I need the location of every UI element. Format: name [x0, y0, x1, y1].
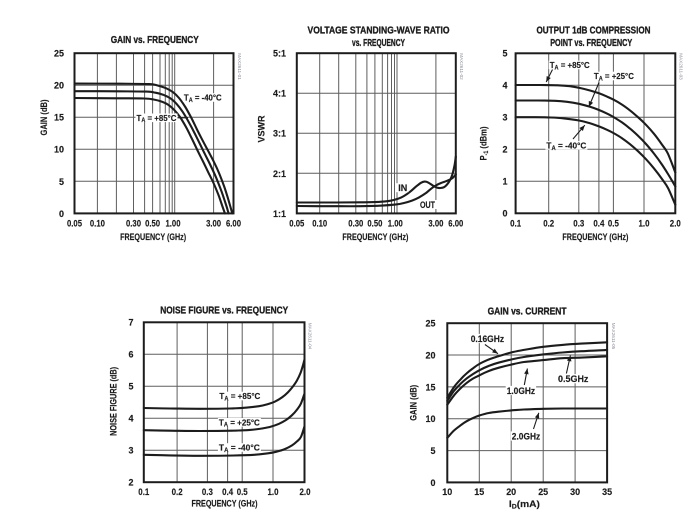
svg-text:15: 15 — [54, 113, 65, 124]
svg-text:1: 1 — [503, 177, 509, 188]
svg-text:4: 4 — [129, 414, 135, 425]
svg-text:POINT vs. FREQUENCY: POINT vs. FREQUENCY — [550, 37, 632, 49]
svg-text:1.00: 1.00 — [388, 219, 403, 230]
svg-text:1.0: 1.0 — [639, 219, 650, 230]
svg-text:1.0: 1.0 — [268, 487, 279, 498]
svg-text:20: 20 — [506, 487, 516, 498]
svg-text:0.50: 0.50 — [367, 219, 382, 230]
svg-text:0: 0 — [431, 478, 436, 489]
svg-text:MAX2611-01: MAX2611-01 — [237, 53, 242, 80]
svg-text:TA = -40°C: TA = -40°C — [184, 93, 222, 104]
svg-text:FREQUENCY (GHz): FREQUENCY (GHz) — [120, 232, 186, 242]
svg-text:5:1: 5:1 — [273, 49, 287, 60]
svg-text:FREQUENCY (GHz): FREQUENCY (GHz) — [192, 499, 258, 509]
svg-text:3.00: 3.00 — [428, 219, 443, 230]
svg-text:FREQUENCY (GHz): FREQUENCY (GHz) — [342, 232, 408, 242]
svg-text:25: 25 — [538, 487, 549, 498]
svg-text:0.4: 0.4 — [222, 487, 234, 498]
svg-text:0.2: 0.2 — [543, 219, 554, 230]
svg-text:1.00: 1.00 — [166, 219, 181, 230]
svg-text:3: 3 — [129, 446, 134, 457]
svg-text:3:1: 3:1 — [273, 129, 287, 140]
svg-text:0.10: 0.10 — [312, 219, 327, 230]
svg-text:35: 35 — [602, 487, 613, 498]
svg-text:0.4: 0.4 — [593, 219, 605, 230]
svg-text:IN: IN — [398, 183, 407, 194]
svg-text:0.30: 0.30 — [126, 219, 141, 230]
svg-text:0.16GHz: 0.16GHz — [471, 334, 505, 344]
svg-text:VSWR: VSWR — [257, 115, 267, 143]
svg-text:7: 7 — [129, 318, 134, 329]
svg-text:20: 20 — [54, 81, 64, 92]
svg-text:0.5: 0.5 — [237, 487, 249, 498]
svg-text:6.00: 6.00 — [448, 219, 463, 230]
svg-text:2.0: 2.0 — [670, 219, 681, 230]
svg-text:TA = +25°C: TA = +25°C — [594, 71, 634, 82]
svg-text:0.05: 0.05 — [67, 219, 83, 230]
svg-text:6.00: 6.00 — [226, 219, 241, 230]
svg-text:vs. FREQUENCY: vs. FREQUENCY — [352, 37, 405, 49]
svg-text:GAIN (dB): GAIN (dB) — [39, 100, 49, 136]
svg-text:6: 6 — [129, 350, 134, 361]
svg-text:2.0GHz: 2.0GHz — [512, 431, 541, 441]
svg-text:15: 15 — [426, 382, 437, 393]
svg-text:4:1: 4:1 — [273, 89, 287, 100]
svg-text:MAX2611-03: MAX2611-03 — [679, 53, 684, 80]
svg-text:0: 0 — [503, 209, 508, 220]
svg-text:ID(mA): ID(mA) — [509, 499, 540, 510]
svg-text:GAIN vs. FREQUENCY: GAIN vs. FREQUENCY — [111, 34, 199, 46]
svg-text:30: 30 — [570, 487, 580, 498]
svg-text:FREQUENCY (GHz): FREQUENCY (GHz) — [562, 232, 628, 242]
svg-text:0: 0 — [59, 209, 64, 220]
svg-text:0.3: 0.3 — [573, 219, 584, 230]
svg-text:VOLTAGE STANDING-WAVE RATIO: VOLTAGE STANDING-WAVE RATIO — [308, 25, 450, 37]
svg-text:2: 2 — [503, 145, 508, 156]
svg-text:OUTPUT 1dB COMPRESSION: OUTPUT 1dB COMPRESSION — [537, 25, 651, 37]
svg-text:20: 20 — [426, 350, 436, 361]
svg-text:TA = +85°C: TA = +85°C — [219, 391, 260, 402]
svg-text:0.5GHz: 0.5GHz — [558, 374, 589, 384]
svg-text:0.3: 0.3 — [202, 487, 213, 498]
svg-text:3.00: 3.00 — [206, 219, 221, 230]
svg-text:MAX2611-05: MAX2611-05 — [611, 323, 616, 350]
svg-text:0.30: 0.30 — [348, 219, 363, 230]
svg-text:5: 5 — [129, 382, 135, 393]
svg-text:TA = +25°C: TA = +25°C — [219, 417, 260, 428]
svg-text:0.10: 0.10 — [90, 219, 105, 230]
svg-text:0.05: 0.05 — [289, 219, 305, 230]
svg-text:GAIN vs. CURRENT: GAIN vs. CURRENT — [488, 305, 567, 317]
svg-text:0.5: 0.5 — [608, 219, 620, 230]
svg-text:25: 25 — [426, 319, 437, 330]
svg-text:0.50: 0.50 — [145, 219, 160, 230]
svg-text:3: 3 — [503, 113, 508, 124]
svg-text:TA = +85°C: TA = +85°C — [550, 60, 590, 71]
svg-text:15: 15 — [474, 487, 485, 498]
svg-text:TA = +85°C: TA = +85°C — [137, 113, 177, 124]
svg-text:5: 5 — [59, 177, 65, 188]
svg-text:0.1: 0.1 — [138, 487, 150, 498]
svg-text:TA = -40°C: TA = -40°C — [219, 443, 260, 454]
svg-text:1:1: 1:1 — [273, 209, 287, 220]
svg-text:P-1 (dBm): P-1 (dBm) — [479, 127, 490, 161]
svg-text:10: 10 — [426, 414, 436, 425]
svg-text:4: 4 — [503, 81, 509, 92]
svg-text:2: 2 — [129, 478, 134, 489]
svg-text:GAIN (dB): GAIN (dB) — [409, 385, 419, 421]
svg-text:NOISE FIGURE vs. FREQUENCY: NOISE FIGURE vs. FREQUENCY — [160, 305, 288, 317]
svg-text:2:1: 2:1 — [273, 169, 287, 180]
svg-text:25: 25 — [54, 49, 65, 60]
svg-text:2.0: 2.0 — [300, 487, 311, 498]
svg-text:0.1: 0.1 — [510, 219, 522, 230]
svg-text:10: 10 — [442, 487, 452, 498]
svg-text:MAX2611-04: MAX2611-04 — [308, 323, 313, 350]
svg-text:NOISE FIGURE (dB): NOISE FIGURE (dB) — [109, 367, 119, 436]
svg-text:10: 10 — [54, 145, 64, 156]
svg-text:1.0GHz: 1.0GHz — [507, 386, 536, 396]
svg-text:OUT: OUT — [420, 200, 435, 211]
svg-text:0.2: 0.2 — [172, 487, 183, 498]
svg-text:5: 5 — [431, 446, 437, 457]
svg-text:5: 5 — [503, 49, 509, 60]
svg-text:MAX2611-02: MAX2611-02 — [459, 53, 464, 80]
svg-text:TA = -40°C: TA = -40°C — [546, 141, 586, 152]
